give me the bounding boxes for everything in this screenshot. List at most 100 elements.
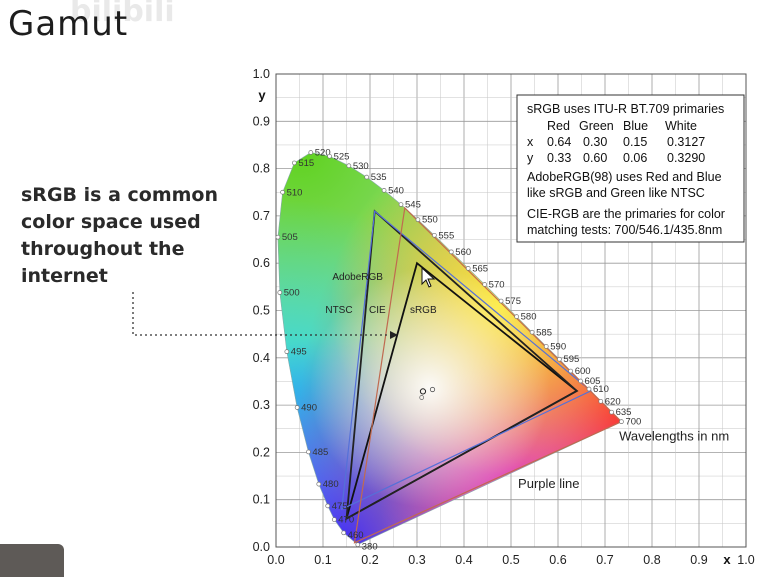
wavelength-marker: [327, 153, 332, 159]
y-tick-label: 0.0: [253, 540, 270, 554]
wavelength-label: 595: [563, 354, 579, 365]
info-y-white: 0.3290: [667, 151, 705, 165]
wavelength-marker: [498, 298, 504, 304]
pointer-arrow: [132, 292, 398, 339]
wavelength-marker: [568, 368, 574, 374]
wavelength-label: 590: [550, 341, 566, 352]
wavelength-marker: [465, 266, 471, 271]
info-x-white: 0.3127: [667, 135, 705, 149]
wavelength-label: 700: [625, 417, 641, 428]
wavelength-label: 530: [353, 161, 369, 172]
wavelength-marker: [294, 405, 300, 410]
wavelength-marker: [578, 378, 583, 384]
y-tick-label: 0.2: [253, 445, 270, 459]
info-header-white: White: [665, 119, 697, 133]
wavelength-marker: [609, 409, 614, 415]
info-cie-line2: matching tests: 700/546.1/435.8nm: [527, 223, 722, 237]
wavelength-label: 605: [585, 376, 601, 387]
wavelength-label: 610: [593, 384, 609, 395]
wavelength-label: 545: [405, 200, 421, 211]
wavelength-marker: [275, 234, 281, 240]
wavelength-label: 580: [521, 312, 537, 323]
wavelength-marker: [586, 386, 592, 392]
gamut-label-ntsc: NTSC: [325, 305, 352, 316]
wavelength-marker: [331, 517, 337, 522]
info-cie-line1: CIE-RGB are the primaries for color: [527, 207, 725, 221]
wavelength-marker: [514, 314, 519, 319]
wavelength-marker: [482, 282, 488, 287]
info-x-blue: 0.15: [623, 135, 647, 149]
info-header-green: Green: [579, 119, 614, 133]
wavelength-marker: [341, 530, 347, 536]
wavelength-label: 525: [334, 151, 350, 162]
wavelength-label: 510: [287, 187, 303, 198]
wavelength-marker: [432, 232, 437, 238]
wavelength-label: 505: [282, 232, 298, 243]
gamut-cie: [353, 206, 623, 544]
wavelength-label: 550: [422, 215, 438, 226]
wavelength-label: 480: [323, 479, 339, 490]
y-tick-label: 0.8: [253, 162, 270, 176]
wavelength-marker: [308, 150, 314, 155]
y-tick-label: 0.4: [253, 351, 270, 365]
y-tick-label: 0.7: [253, 209, 270, 223]
info-row-y-label: y: [527, 151, 534, 165]
wavelength-marker: [448, 249, 454, 255]
wavelength-label: 380: [362, 542, 378, 553]
x-tick-label: 0.3: [408, 553, 425, 567]
wavelength-label: 540: [388, 185, 404, 196]
wavelength-label: 565: [472, 263, 488, 274]
watermark: bilibili: [70, 0, 175, 29]
wavelength-label: 585: [536, 327, 552, 338]
y-tick-label: 0.1: [253, 493, 270, 507]
x-tick-label: 0.7: [596, 553, 613, 567]
info-adobe-line1: AdobeRGB(98) uses Red and Blue: [527, 170, 722, 184]
x-tick-label: 0.6: [549, 553, 566, 567]
wavelength-marker: [316, 481, 322, 487]
corner-video-overlay: [0, 544, 64, 577]
info-adobe-line2: like sRGB and Green like NTSC: [527, 186, 705, 200]
gamut-label-adobergb: AdobeRGB: [332, 272, 383, 283]
wavelength-label: 495: [291, 347, 307, 358]
wavelength-label: 555: [438, 230, 454, 241]
wavelength-label: 575: [505, 296, 521, 307]
wavelength-label: 485: [312, 447, 328, 458]
x-tick-label: 0.0: [267, 553, 284, 567]
wavelength-label: 460: [348, 530, 364, 541]
side-note: sRGB is a common color space used throug…: [21, 184, 218, 287]
info-y-red: 0.33: [547, 151, 571, 165]
wavelength-label: 620: [605, 396, 621, 407]
info-line-srgb: sRGB uses ITU-R BT.709 primaries: [527, 102, 724, 116]
info-row-x-label: x: [527, 135, 534, 149]
wavelength-marker: [355, 542, 361, 547]
wavelength-label: 470: [338, 515, 354, 526]
info-y-green: 0.60: [583, 151, 607, 165]
wavelength-marker: [325, 503, 331, 509]
x-tick-label: 0.9: [690, 553, 707, 567]
y-axis-label: y: [258, 87, 266, 102]
wavelength-label: 515: [298, 158, 314, 169]
wavelength-marker: [280, 189, 285, 195]
plot-frame: [275, 73, 747, 548]
info-header-red: Red: [547, 119, 570, 133]
wavelength-label: 520: [315, 148, 331, 159]
wavelength-marker: [306, 449, 311, 455]
gamut-adobergb: [345, 209, 579, 521]
mouse-cursor-icon: [421, 266, 436, 288]
y-tick-label: 0.6: [253, 256, 270, 270]
info-y-blue: 0.06: [623, 151, 647, 165]
gamut-label-srgb: sRGB: [410, 305, 437, 316]
wavelength-label: 490: [301, 402, 317, 413]
wavelength-marker: [598, 398, 604, 404]
info-header-blue: Blue: [623, 119, 648, 133]
y-tick-label: 0.9: [253, 114, 270, 128]
wavelength-label: 570: [489, 279, 505, 290]
wavelength-marker: [291, 160, 297, 166]
wavelength-label: 600: [575, 366, 591, 377]
wavelength-label: 500: [284, 288, 300, 299]
slide-title: Gamut: [8, 4, 129, 44]
x-tick-label: 0.8: [643, 553, 660, 567]
y-tick-label: 0.5: [253, 304, 270, 318]
gamut-label-cie: CIE: [369, 305, 386, 316]
wavelength-marker: [381, 188, 387, 193]
